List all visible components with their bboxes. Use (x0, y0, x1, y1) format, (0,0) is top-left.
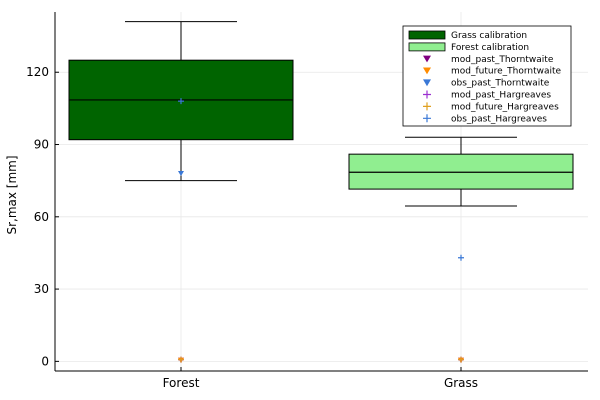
legend-swatch (408, 30, 446, 40)
legend-entry-label: mod_future_Hargreaves (451, 102, 559, 112)
marker-mod-future-hargreaves (458, 356, 464, 363)
legend-entry-label: mod_past_Hargreaves (451, 91, 551, 101)
marker-obs-past-hargreaves (458, 254, 464, 261)
legend-marker (423, 67, 431, 75)
legend-entry-label: Grass calibration (451, 31, 527, 41)
y-tick-label: 90 (34, 138, 49, 152)
x-tick-label: Grass (444, 376, 478, 390)
data-markers (178, 98, 464, 363)
legend-entry-label: Forest calibration (451, 43, 529, 53)
y-tick-label: 30 (34, 282, 49, 296)
legend-marker (423, 55, 431, 63)
y-tick-label: 60 (34, 210, 49, 224)
legend-swatch (408, 42, 446, 52)
legend-entry-label: mod_future_Thorntwaite (451, 67, 562, 77)
marker-mod-future-hargreaves (178, 356, 184, 363)
legend-marker (423, 79, 431, 87)
legend: Grass calibration Forest calibration mod_p… (402, 25, 572, 127)
box-grass (348, 136, 574, 207)
marker-obs-past-hargreaves (178, 98, 184, 105)
x-tick-label: Forest (163, 376, 200, 390)
legend-entry-label: obs_past_Hargreaves (451, 114, 547, 124)
legend-marker (423, 90, 431, 99)
y-tick-label: 0 (41, 354, 49, 368)
legend-entry-label: mod_past_Thorntwaite (451, 55, 554, 65)
legend-marker (423, 114, 431, 123)
legend-entry-label: obs_past_Thorntwaite (451, 79, 550, 89)
y-tick-label: 120 (26, 65, 49, 79)
y-axis-label: Sr,max [mm] (5, 155, 19, 234)
legend-marker (423, 102, 431, 111)
marker-obs-past-thorntwaite (178, 171, 184, 177)
axes: 0 30 60 90 120 Forest Grass (26, 12, 588, 390)
box-iqr (348, 153, 574, 190)
